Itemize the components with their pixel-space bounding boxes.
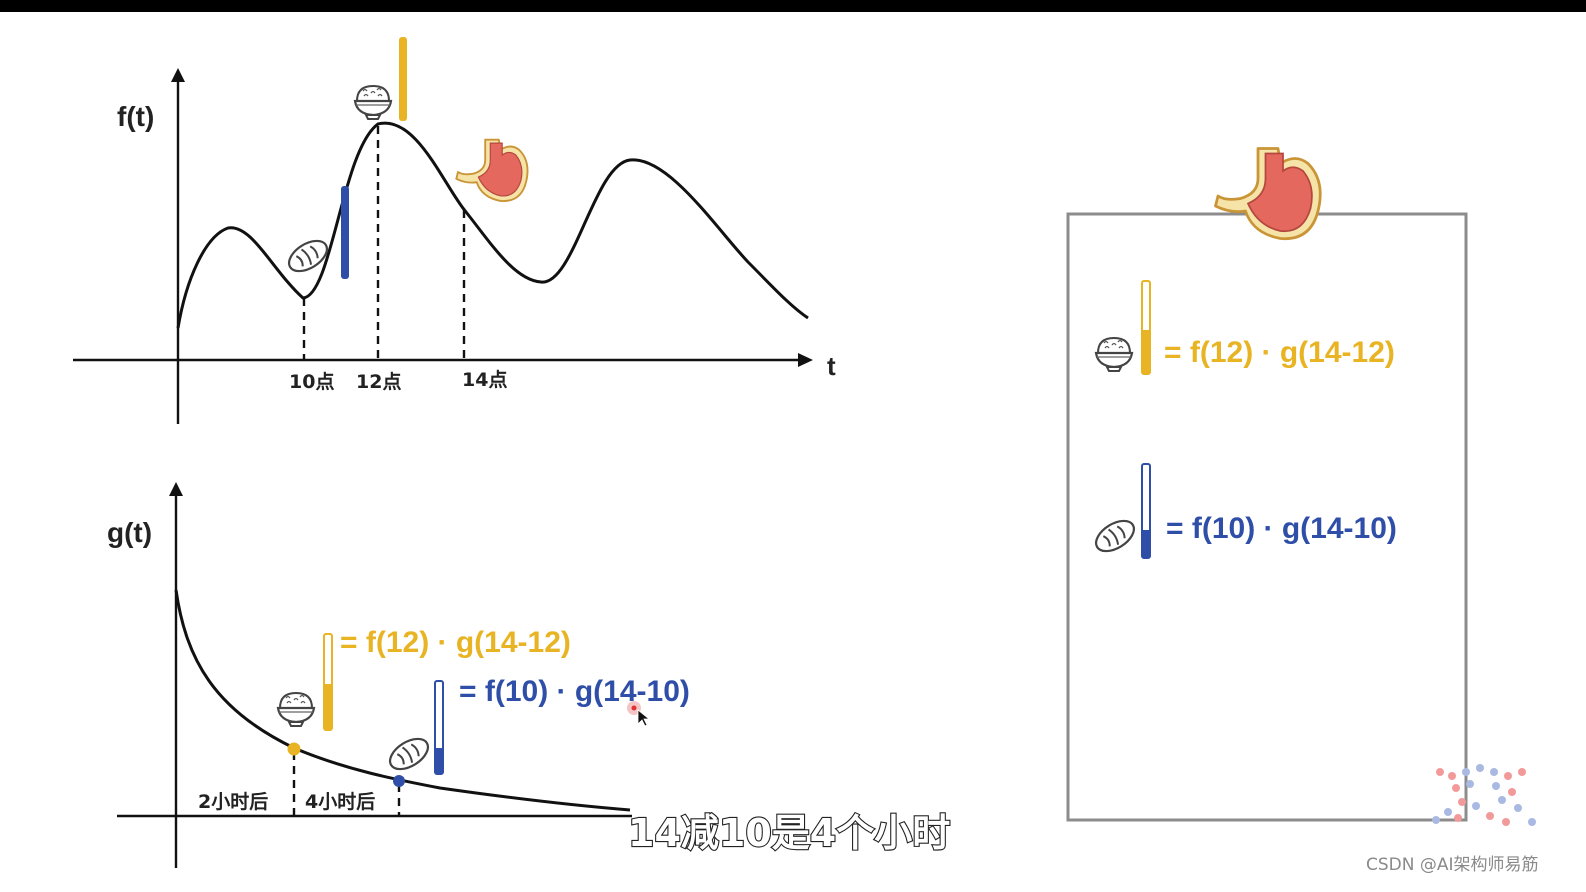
top-y-axis-label: f(t) [117,101,154,132]
bottom-y-axis-label: g(t) [107,517,152,548]
bread-intake-bar [341,186,349,279]
bottom-chart: g(t) 2小时后 4小时后 = f(12) · g(14-12) = f(10… [107,482,690,868]
bread-icon [282,233,334,279]
bottom-y-arrowhead [169,482,183,496]
stomach-panel: = f(12) · g(14-12) = f(10) · g(14-10) [1066,147,1468,822]
logo-icon [1432,764,1536,826]
panel-rice-bar-fill [1142,330,1150,374]
tick-12: 12点 [356,371,401,393]
panel-formula-rice: = f(12) · g(14-12) [1164,336,1395,369]
top-x-arrowhead [798,353,813,367]
tick-10: 10点 [289,371,334,393]
rice-bowl-icon [276,691,316,728]
rice-intake-bar [399,37,407,121]
tick-2h: 2小时后 [198,791,268,813]
top-y-arrowhead [171,68,185,82]
tick-14: 14点 [462,369,507,391]
top-black-bar [0,0,1586,12]
g-decay-curve [174,589,631,812]
panel-bread-bar-fill [1142,530,1150,558]
tick-4h: 4小时后 [305,791,375,813]
top-chart: f(t) t 10点 12点 14点 [73,37,836,424]
rice-level-bar-fill [324,684,332,730]
bread-icon [383,731,435,777]
subtitle-caption: 14减10是4个小时 [628,811,950,855]
bottom-formula-rice: = f(12) · g(14-12) [340,626,571,659]
stomach-icon [455,138,529,202]
watermark: CSDN @AI架构师易筋 [1366,855,1539,875]
point-2h [287,742,301,756]
bread-level-bar-fill [435,748,443,774]
bread-icon [1089,513,1141,559]
f-curve [176,121,809,329]
rice-bowl-icon [353,84,393,121]
stomach-icon [1214,147,1322,241]
point-4h [393,775,405,787]
cursor-icon [627,701,651,727]
panel-formula-bread: = f(10) · g(14-10) [1166,512,1397,545]
top-x-axis-label: t [827,351,836,381]
bottom-formula-bread: = f(10) · g(14-10) [459,675,690,708]
rice-bowl-icon [1094,336,1134,373]
